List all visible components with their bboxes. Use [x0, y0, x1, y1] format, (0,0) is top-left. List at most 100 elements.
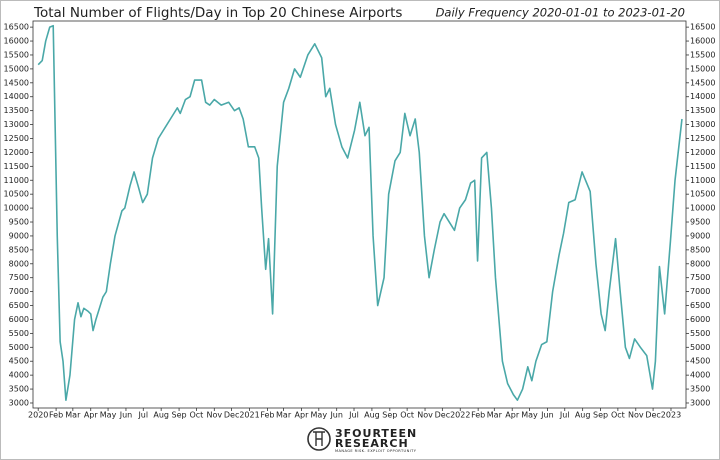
y2-tick-label: 13500 — [690, 106, 715, 115]
y-tick-label: 7500 — [9, 273, 29, 282]
y-tick-label: 11000 — [4, 176, 29, 185]
y2-tick-label: 15500 — [690, 50, 715, 59]
x-tick-label: Oct — [611, 411, 625, 420]
y-tick-label: 15000 — [4, 64, 29, 73]
logo: 3FOURTEEN RESEARCH MANAGE RISK. EXPLOIT … — [307, 427, 417, 453]
x-tick-label: Nov — [628, 411, 644, 420]
y-tick-label: 8500 — [9, 245, 29, 254]
y2-tick-label: 10000 — [690, 204, 715, 213]
x-tick-label: Apr — [295, 411, 310, 420]
y2-tick-label: 16500 — [690, 23, 715, 32]
x-tick-label: 2022 — [450, 411, 470, 420]
x-tick-label: Oct — [400, 411, 414, 420]
y-tick-label: 10000 — [4, 204, 29, 213]
x-tick-label: Sep — [593, 411, 608, 420]
x-tick-label: Sep — [172, 411, 187, 420]
chart-subtitle: Daily Frequency 2020-01-01 to 2023-01-20 — [436, 6, 685, 20]
y-tick-label: 8000 — [9, 259, 29, 268]
plot-area — [32, 20, 687, 409]
x-tick-label: Apr — [505, 411, 520, 420]
brand-tagline: MANAGE RISK. EXPLOIT OPPORTUNITY — [335, 449, 417, 453]
y-tick-label: 4000 — [9, 371, 29, 380]
y-tick-label: 6000 — [9, 315, 29, 324]
x-tick-label: Dec — [645, 411, 660, 420]
y2-tick-label: 10500 — [690, 190, 715, 199]
y-tick-label: 16500 — [4, 23, 29, 32]
y-tick-label: 13000 — [4, 120, 29, 129]
x-tick-label: 2023 — [661, 411, 681, 420]
y2-tick-label: 7500 — [690, 273, 710, 282]
y-tick-label: 7000 — [9, 287, 29, 296]
x-tick-label: Nov — [417, 411, 433, 420]
y-tick-label: 5500 — [9, 329, 29, 338]
x-tick-label: Feb — [471, 411, 485, 420]
y2-tick-label: 12000 — [690, 148, 715, 157]
x-tick-label: Mar — [65, 411, 81, 420]
y2-tick-label: 6000 — [690, 315, 710, 324]
x-tick-label: Jul — [559, 411, 570, 420]
y2-tick-label: 11500 — [690, 162, 715, 171]
y2-tick-label: 8000 — [690, 259, 710, 268]
y-tick-label: 3000 — [9, 398, 29, 407]
y2-tick-label: 4000 — [690, 371, 710, 380]
y2-tick-label: 6500 — [690, 301, 710, 310]
brand-name: 3FOURTEEN — [335, 427, 417, 440]
x-tick-label: Jun — [329, 411, 343, 420]
x-tick-label: Mar — [276, 411, 292, 420]
x-tick-label: Jun — [540, 411, 554, 420]
x-tick-label: Mar — [487, 411, 503, 420]
y2-tick-label: 3000 — [690, 398, 710, 407]
y-tick-label: 9000 — [9, 231, 29, 240]
y2-tick-label: 16000 — [690, 37, 715, 46]
y-tick-label: 15500 — [4, 50, 29, 59]
x-tick-label: Dec — [435, 411, 450, 420]
y-tick-label: 11500 — [4, 162, 29, 171]
x-tick-label: May — [521, 411, 538, 420]
y2-tick-label: 5000 — [690, 343, 710, 352]
x-tick-label: Aug — [364, 411, 380, 420]
y-tick-label: 3500 — [9, 385, 29, 394]
y2-tick-label: 9500 — [690, 218, 710, 227]
y2-tick-label: 9000 — [690, 231, 710, 240]
y-tick-label: 4500 — [9, 357, 29, 366]
x-tick-label: Oct — [189, 411, 203, 420]
brand-name: RESEARCH — [335, 437, 409, 450]
x-tick-label: Jul — [348, 411, 359, 420]
y-tick-label: 16000 — [4, 37, 29, 46]
x-tick-label: Aug — [575, 411, 591, 420]
x-tick-label: Dec — [224, 411, 239, 420]
y-tick-label: 6500 — [9, 301, 29, 310]
x-tick-label: Apr — [84, 411, 99, 420]
x-tick-label: May — [311, 411, 328, 420]
y-tick-label: 5000 — [9, 343, 29, 352]
y-tick-label: 10500 — [4, 190, 29, 199]
y-tick-label: 14000 — [4, 92, 29, 101]
x-tick-label: Sep — [382, 411, 397, 420]
x-tick-label: Jul — [137, 411, 148, 420]
y-tick-label: 9500 — [9, 218, 29, 227]
x-tick-label: Nov — [206, 411, 222, 420]
y-tick-label: 12500 — [4, 134, 29, 143]
x-tick-label: 2020 — [28, 411, 48, 420]
y2-tick-label: 12500 — [690, 134, 715, 143]
y2-tick-label: 3500 — [690, 385, 710, 394]
x-tick-label: Feb — [260, 411, 274, 420]
chart-title: Total Number of Flights/Day in Top 20 Ch… — [33, 5, 402, 21]
y-tick-label: 13500 — [4, 106, 29, 115]
y2-tick-label: 8500 — [690, 245, 710, 254]
y2-tick-label: 5500 — [690, 329, 710, 338]
x-tick-label: May — [100, 411, 117, 420]
y2-tick-label: 14500 — [690, 78, 715, 87]
data-line — [37, 24, 683, 401]
y2-tick-label: 7000 — [690, 287, 710, 296]
y-tick-label: 12000 — [4, 148, 29, 157]
x-tick-label: Aug — [153, 411, 169, 420]
x-tick-label: Feb — [49, 411, 63, 420]
x-tick-label: Jun — [119, 411, 133, 420]
y2-tick-label: 4500 — [690, 357, 710, 366]
y2-tick-label: 11000 — [690, 176, 715, 185]
y2-tick-label: 13000 — [690, 120, 715, 129]
y2-tick-label: 14000 — [690, 92, 715, 101]
